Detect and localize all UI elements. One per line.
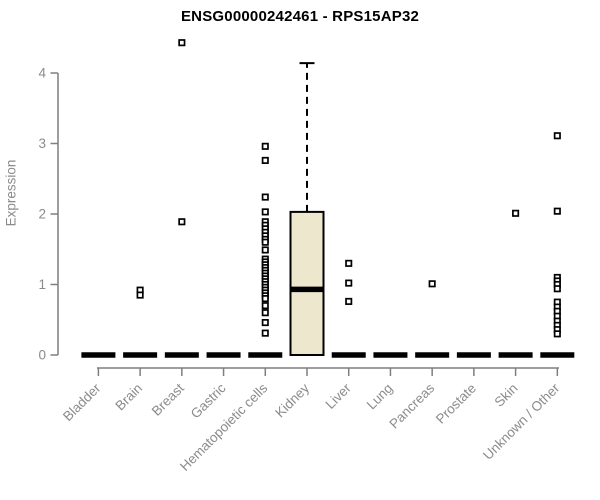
y-tick-label: 1 [38,277,46,292]
y-tick-label: 2 [38,207,46,222]
y-tick-label: 0 [38,348,46,363]
y-tick-label: 4 [38,66,46,81]
outlier-point [261,246,269,254]
outlier-point [261,142,269,150]
outlier-point [345,259,353,267]
outlier-point [261,329,269,337]
x-tick-label: Lung [364,381,396,413]
outlier-point [553,132,561,140]
x-tick-label: Bladder [60,380,104,424]
chart-title: ENSG00000242461 - RPS15AP32 [180,8,420,25]
outlier-point [345,297,353,305]
outlier-point [428,280,436,288]
outlier-point [261,193,269,201]
x-tick-label: Kidney [272,380,312,420]
outlier-point [345,279,353,287]
x-tick-label: Prostate [433,381,479,427]
outlier-point [178,218,186,226]
y-tick-label: 3 [38,136,46,151]
box-kidney [289,210,325,356]
outlier-point [261,319,269,327]
outlier-point [261,302,269,310]
outlier-point [553,207,561,215]
x-tick-label: Gastric [188,380,229,421]
outlier-point [261,156,269,164]
outlier-point [136,291,144,299]
outlier-point [512,209,520,217]
outlier-point [178,39,186,47]
x-tick-label: Skin [492,381,521,410]
x-tick-label: Breast [149,380,187,418]
x-tick-label: Pancreas [386,380,437,431]
outlier-point [261,295,269,303]
x-tick-label: Liver [323,380,355,412]
x-tick-label: Unknown / Other [480,380,563,463]
outlier-point [261,238,269,246]
outlier-point [553,330,561,338]
outlier-point [261,309,269,317]
x-tick-label: Brain [112,381,145,414]
outlier-point [261,208,269,216]
outlier-point [553,285,561,293]
